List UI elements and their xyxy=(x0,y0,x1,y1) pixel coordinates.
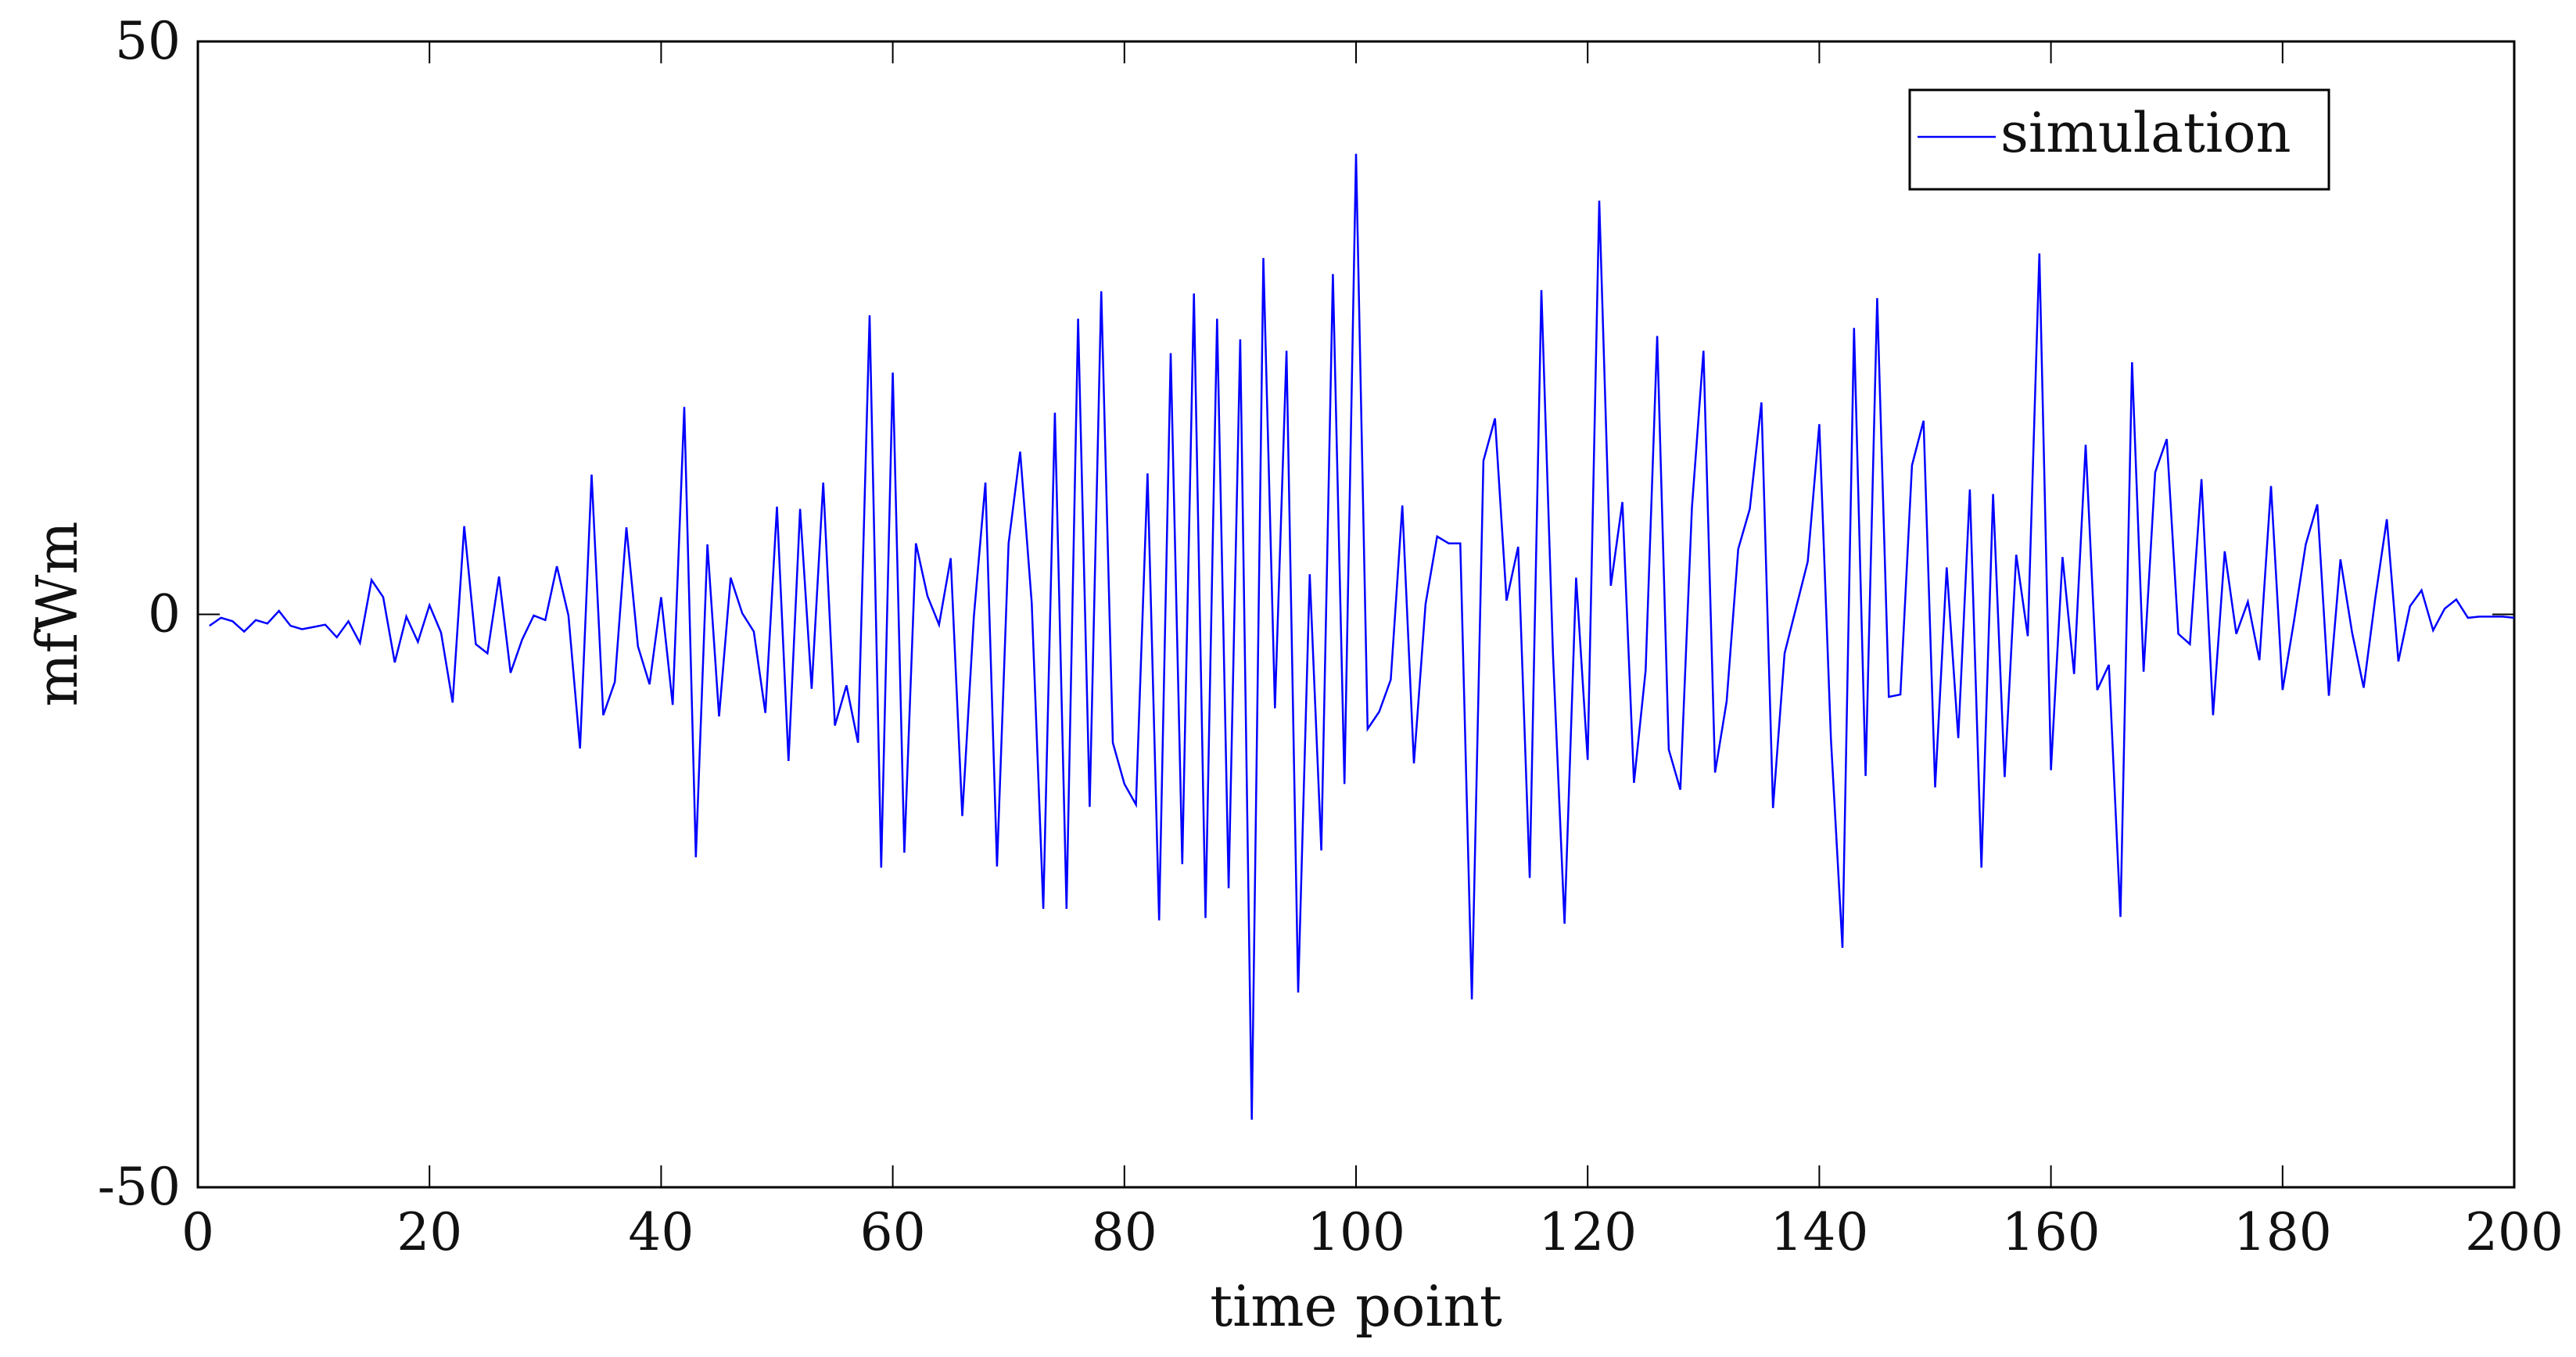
y-axis-ticks: -50 0 50 xyxy=(98,11,2514,1217)
x-tick-label: 100 xyxy=(1307,1202,1405,1262)
series-line-simulation xyxy=(209,153,2515,1120)
y-tick-label: -50 xyxy=(98,1157,181,1217)
x-tick-label: 60 xyxy=(860,1202,926,1262)
x-tick-label: 80 xyxy=(1092,1202,1157,1262)
series-layer xyxy=(209,153,2515,1120)
y-axis-label: mfWm xyxy=(24,521,90,706)
y-tick-label: 0 xyxy=(148,584,181,644)
x-tick-label: 200 xyxy=(2465,1202,2563,1262)
x-tick-label: 160 xyxy=(2002,1202,2101,1262)
x-tick-label: 0 xyxy=(181,1202,214,1262)
x-tick-label: 120 xyxy=(1538,1202,1637,1262)
x-tick-label: 40 xyxy=(628,1202,694,1262)
x-tick-label: 140 xyxy=(1770,1202,1868,1262)
x-axis-label: time point xyxy=(1210,1273,1502,1339)
legend-label-simulation: simulation xyxy=(2000,101,2291,165)
legend-box xyxy=(1908,88,2330,191)
legend: simulation xyxy=(1908,88,2330,191)
y-tick-label: 50 xyxy=(115,11,181,71)
x-tick-label: 180 xyxy=(2233,1202,2332,1262)
x-tick-label: 20 xyxy=(396,1202,462,1262)
x-axis-ticks: 0 20 40 60 80 100 120 140 160 180 200 xyxy=(181,41,2563,1262)
